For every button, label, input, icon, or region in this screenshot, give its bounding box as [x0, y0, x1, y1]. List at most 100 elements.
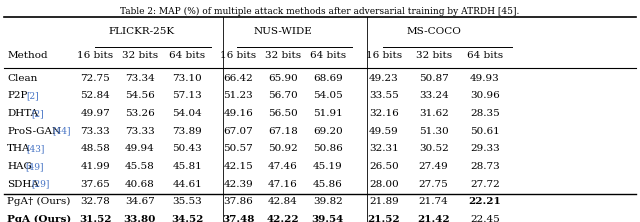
Text: 35.53: 35.53: [172, 197, 202, 206]
Text: Table 2: MAP (%) of multiple attack methods after adversarial training by ATRDH : Table 2: MAP (%) of multiple attack meth…: [120, 7, 520, 16]
Text: 45.58: 45.58: [125, 162, 155, 171]
Text: 32.78: 32.78: [81, 197, 110, 206]
Text: 64 bits: 64 bits: [169, 52, 205, 60]
Text: 21.74: 21.74: [419, 197, 449, 206]
Text: 49.94: 49.94: [125, 144, 155, 153]
Text: 56.70: 56.70: [268, 91, 298, 100]
Text: MS-COCO: MS-COCO: [406, 27, 461, 36]
Text: 53.26: 53.26: [125, 109, 155, 118]
Text: NUS-WIDE: NUS-WIDE: [253, 27, 312, 36]
Text: 16 bits: 16 bits: [77, 52, 113, 60]
Text: 30.52: 30.52: [419, 144, 449, 153]
Text: 37.48: 37.48: [222, 215, 255, 222]
Text: 45.19: 45.19: [313, 162, 342, 171]
Text: 49.59: 49.59: [369, 127, 399, 136]
Text: 32 bits: 32 bits: [122, 52, 158, 60]
Text: [43]: [43]: [26, 144, 45, 153]
Text: 73.34: 73.34: [125, 73, 155, 83]
Text: 54.56: 54.56: [125, 91, 155, 100]
Text: THA: THA: [7, 144, 31, 153]
Text: 48.58: 48.58: [81, 144, 110, 153]
Text: 73.89: 73.89: [172, 127, 202, 136]
Text: 50.92: 50.92: [268, 144, 298, 153]
Text: 47.16: 47.16: [268, 180, 298, 188]
Text: 34.52: 34.52: [171, 215, 204, 222]
Text: 49.16: 49.16: [223, 109, 253, 118]
Text: 22.21: 22.21: [468, 197, 501, 206]
Text: 73.33: 73.33: [125, 127, 155, 136]
Text: 21.42: 21.42: [417, 215, 450, 222]
Text: 51.91: 51.91: [313, 109, 342, 118]
Text: 45.81: 45.81: [172, 162, 202, 171]
Text: 37.65: 37.65: [81, 180, 110, 188]
Text: 41.99: 41.99: [81, 162, 110, 171]
Text: 29.33: 29.33: [470, 144, 500, 153]
Text: 31.62: 31.62: [419, 109, 449, 118]
Text: SDHA: SDHA: [7, 180, 39, 188]
Text: 50.86: 50.86: [313, 144, 342, 153]
Text: 51.30: 51.30: [419, 127, 449, 136]
Text: 30.96: 30.96: [470, 91, 500, 100]
Text: 57.13: 57.13: [172, 91, 202, 100]
Text: 33.55: 33.55: [369, 91, 399, 100]
Text: 44.61: 44.61: [172, 180, 202, 188]
Text: [2]: [2]: [26, 91, 39, 100]
Text: 67.07: 67.07: [223, 127, 253, 136]
Text: 67.18: 67.18: [268, 127, 298, 136]
Text: 33.80: 33.80: [124, 215, 156, 222]
Text: 50.61: 50.61: [470, 127, 500, 136]
Text: 42.22: 42.22: [267, 215, 300, 222]
Text: ProS-GAN: ProS-GAN: [7, 127, 61, 136]
Text: 54.05: 54.05: [313, 91, 342, 100]
Text: PgA (Ours): PgA (Ours): [7, 215, 71, 222]
Text: 39.82: 39.82: [313, 197, 342, 206]
Text: FLICKR-25K: FLICKR-25K: [108, 27, 174, 36]
Text: 73.10: 73.10: [172, 73, 202, 83]
Text: 31.52: 31.52: [79, 215, 111, 222]
Text: 22.45: 22.45: [470, 215, 500, 222]
Text: 56.50: 56.50: [268, 109, 298, 118]
Text: 40.68: 40.68: [125, 180, 155, 188]
Text: [44]: [44]: [52, 127, 70, 136]
Text: 69.20: 69.20: [313, 127, 342, 136]
Text: 32.31: 32.31: [369, 144, 399, 153]
Text: 42.39: 42.39: [223, 180, 253, 188]
Text: 49.93: 49.93: [470, 73, 500, 83]
Text: 45.86: 45.86: [313, 180, 342, 188]
Text: Method: Method: [7, 52, 48, 60]
Text: [49]: [49]: [25, 162, 44, 171]
Text: PgA† (Ours): PgA† (Ours): [7, 197, 70, 206]
Text: 50.87: 50.87: [419, 73, 449, 83]
Text: DHTA: DHTA: [7, 109, 38, 118]
Text: 47.46: 47.46: [268, 162, 298, 171]
Text: P2P: P2P: [7, 91, 28, 100]
Text: 27.72: 27.72: [470, 180, 500, 188]
Text: [2]: [2]: [31, 109, 44, 118]
Text: 32 bits: 32 bits: [415, 52, 452, 60]
Text: 68.69: 68.69: [313, 73, 342, 83]
Text: 34.67: 34.67: [125, 197, 155, 206]
Text: 21.52: 21.52: [367, 215, 400, 222]
Text: 27.75: 27.75: [419, 180, 449, 188]
Text: 66.42: 66.42: [223, 73, 253, 83]
Text: 37.86: 37.86: [223, 197, 253, 206]
Text: [29]: [29]: [31, 180, 50, 188]
Text: 32 bits: 32 bits: [265, 52, 301, 60]
Text: 54.04: 54.04: [172, 109, 202, 118]
Text: 33.24: 33.24: [419, 91, 449, 100]
Text: 27.49: 27.49: [419, 162, 449, 171]
Text: 16 bits: 16 bits: [366, 52, 402, 60]
Text: 26.50: 26.50: [369, 162, 399, 171]
Text: HAG: HAG: [7, 162, 32, 171]
Text: 73.33: 73.33: [81, 127, 110, 136]
Text: 28.00: 28.00: [369, 180, 399, 188]
Text: 16 bits: 16 bits: [220, 52, 257, 60]
Text: 42.15: 42.15: [223, 162, 253, 171]
Text: 42.84: 42.84: [268, 197, 298, 206]
Text: 21.89: 21.89: [369, 197, 399, 206]
Text: 50.43: 50.43: [172, 144, 202, 153]
Text: 51.23: 51.23: [223, 91, 253, 100]
Text: 49.23: 49.23: [369, 73, 399, 83]
Text: 72.75: 72.75: [81, 73, 110, 83]
Text: 52.84: 52.84: [81, 91, 110, 100]
